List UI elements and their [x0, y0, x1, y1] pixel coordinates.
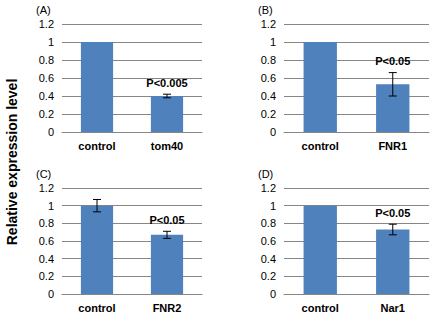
svg-text:0: 0 — [270, 126, 276, 138]
svg-text:0.6: 0.6 — [39, 72, 54, 84]
svg-text:P<0.005: P<0.005 — [146, 77, 187, 89]
svg-text:0.2: 0.2 — [39, 108, 54, 120]
svg-text:1: 1 — [48, 200, 54, 212]
svg-text:0: 0 — [48, 288, 54, 300]
svg-text:0.6: 0.6 — [261, 72, 276, 84]
svg-text:0.8: 0.8 — [39, 217, 54, 229]
svg-text:0.8: 0.8 — [39, 54, 54, 66]
svg-text:control: control — [78, 140, 115, 152]
svg-text:0.2: 0.2 — [39, 270, 54, 282]
svg-text:0.8: 0.8 — [261, 54, 276, 66]
svg-text:tom40: tom40 — [151, 140, 183, 152]
svg-text:(A): (A) — [36, 4, 51, 16]
svg-text:(D): (D) — [258, 168, 273, 180]
svg-text:Nar1: Nar1 — [381, 302, 405, 314]
svg-text:0.6: 0.6 — [39, 235, 54, 247]
svg-text:1.2: 1.2 — [39, 182, 54, 194]
svg-text:(C): (C) — [36, 168, 51, 180]
svg-text:1: 1 — [270, 200, 276, 212]
svg-text:FNR2: FNR2 — [153, 302, 182, 314]
svg-text:1.2: 1.2 — [261, 18, 276, 30]
svg-text:0.4: 0.4 — [261, 90, 276, 102]
svg-text:Relative expression level: Relative expression level — [4, 79, 20, 246]
svg-text:0.4: 0.4 — [261, 253, 276, 265]
svg-text:control: control — [302, 302, 339, 314]
svg-text:(B): (B) — [258, 4, 273, 16]
svg-text:control: control — [302, 140, 339, 152]
svg-text:1.2: 1.2 — [261, 182, 276, 194]
svg-text:P<0.05: P<0.05 — [375, 55, 410, 67]
svg-text:0.2: 0.2 — [261, 108, 276, 120]
svg-text:FNR1: FNR1 — [378, 140, 407, 152]
svg-text:1.2: 1.2 — [39, 18, 54, 30]
svg-text:0.8: 0.8 — [261, 217, 276, 229]
svg-text:1: 1 — [48, 36, 54, 48]
svg-text:0.4: 0.4 — [39, 253, 54, 265]
svg-text:control: control — [78, 302, 115, 314]
svg-text:1: 1 — [270, 36, 276, 48]
svg-text:0: 0 — [48, 126, 54, 138]
svg-text:0.6: 0.6 — [261, 235, 276, 247]
svg-text:P<0.05: P<0.05 — [149, 214, 184, 226]
svg-text:0.4: 0.4 — [39, 90, 54, 102]
svg-text:P<0.05: P<0.05 — [375, 207, 410, 219]
svg-text:0: 0 — [270, 288, 276, 300]
svg-text:0.2: 0.2 — [261, 270, 276, 282]
